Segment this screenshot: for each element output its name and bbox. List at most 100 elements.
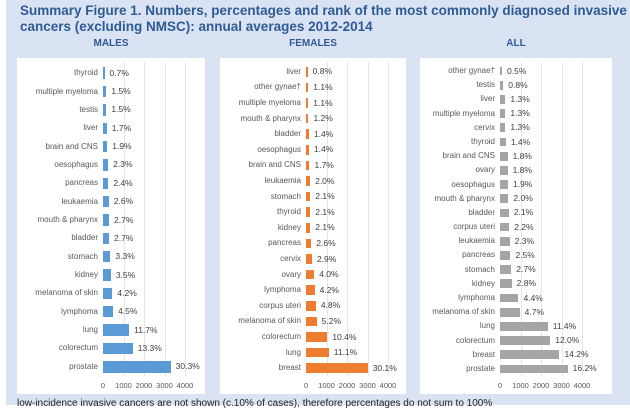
category-label: brain and CNS (248, 160, 301, 170)
category-label: liver (286, 66, 301, 76)
category-label: other gynae† (254, 82, 301, 92)
x-tick-label: 0 (497, 381, 503, 390)
category-label: lung (285, 347, 301, 357)
bar (500, 364, 568, 374)
category-label: oesophagus (54, 159, 98, 169)
category-label: lung (82, 325, 98, 335)
data-label: 0.5% (507, 65, 527, 76)
category-label: liver (83, 123, 98, 133)
data-label: 1.4% (313, 128, 334, 139)
category-label: mouth & pharynx (37, 215, 98, 224)
category-label: stomach (270, 191, 301, 201)
bar (306, 285, 315, 296)
category-label: oesophagus (257, 144, 301, 154)
category-label: multiple myeloma (432, 108, 495, 118)
bar (500, 251, 511, 260)
gridline (582, 62, 583, 376)
data-label: 0.7% (109, 67, 129, 78)
data-label: 1.8% (512, 150, 532, 161)
category-label: melanoma of skin (35, 288, 98, 298)
category-label: thyroid (276, 207, 301, 217)
data-label: 2.0% (315, 175, 335, 186)
data-label: 2.1% (315, 206, 335, 217)
bar (500, 336, 551, 345)
x-tick-label: 3000 (553, 381, 570, 390)
data-label: 1.8% (512, 164, 532, 175)
data-label: 5.2% (321, 315, 342, 326)
data-label: 2.8% (516, 278, 537, 289)
category-label: thyroid (470, 137, 495, 146)
gridline (347, 62, 348, 376)
data-label: 1.4% (313, 144, 334, 155)
data-label: 11.7% (134, 324, 158, 335)
bar (500, 180, 508, 189)
x-tick-label: 4000 (176, 381, 194, 390)
data-label: 1.4% (510, 136, 531, 147)
x-tick-label: 2000 (338, 381, 356, 390)
bar (500, 151, 508, 161)
category-label: brain and CNS (45, 141, 98, 151)
category-label: liver (480, 94, 495, 104)
bar (500, 80, 504, 90)
data-label: 2.3% (514, 235, 534, 246)
gridline (326, 62, 328, 376)
bar (306, 160, 310, 171)
data-label: 2.6% (316, 237, 336, 248)
data-label: 4.7% (524, 306, 545, 317)
bar (500, 123, 506, 133)
gridline (561, 62, 563, 376)
bar (500, 208, 509, 218)
category-label: mouth & pharynx (240, 113, 301, 123)
bar (306, 347, 329, 358)
figure-title: Summary Figure 1. Numbers, percentages a… (20, 3, 627, 34)
bar (103, 361, 171, 373)
bar (103, 324, 130, 336)
category-label: pancreas (268, 238, 301, 248)
data-label: 2.1% (315, 222, 335, 233)
data-label: 2.6% (113, 196, 134, 207)
category-label: oesophagus (451, 179, 495, 189)
bar (103, 85, 107, 98)
bar (306, 254, 312, 264)
bar (103, 177, 109, 189)
data-label: 1.9% (112, 141, 132, 152)
bar (500, 265, 512, 275)
category-label: bladder (71, 233, 98, 243)
bar (500, 350, 560, 360)
gridline (164, 62, 166, 376)
bar (103, 159, 109, 171)
data-label: 4.2% (319, 284, 339, 295)
x-tick-label: 0 (100, 381, 106, 390)
x-tick-label: 4000 (379, 381, 397, 390)
category-label: melanoma of skin (238, 316, 301, 326)
category-label: testis (79, 104, 98, 114)
x-tick-label: 1000 (115, 381, 132, 390)
data-label: 1.9% (512, 179, 533, 190)
bar (306, 316, 317, 327)
category-label: breast (472, 349, 495, 359)
bar (103, 306, 114, 318)
category-label: mouth & pharynx (434, 193, 495, 203)
gridline (388, 62, 389, 376)
females-chart: 0 1000 2000 3000 4000 liver 0.8% other gynae† 1.… (220, 58, 406, 394)
all-title: ALL (506, 38, 526, 49)
bar (103, 232, 110, 245)
bar (103, 140, 108, 153)
category-label: leukaemia (61, 196, 98, 206)
x-tick-label: 1000 (318, 381, 335, 390)
data-label: 2.7% (114, 232, 134, 243)
data-label: 1.3% (510, 93, 530, 104)
bar (306, 66, 308, 77)
bar (500, 95, 506, 104)
data-label: 1.7% (314, 159, 334, 170)
x-tick-label: 4000 (573, 381, 591, 390)
bar (500, 321, 548, 331)
x-tick-label: 0 (303, 381, 309, 390)
category-label: corpus uteri (259, 300, 301, 310)
category-label: corpus uteri (453, 222, 495, 232)
data-label: 2.1% (513, 207, 534, 218)
data-label: 12.0% (555, 335, 580, 346)
bar (306, 98, 309, 108)
data-label: 1.3% (510, 122, 530, 133)
category-label: kidney (277, 222, 301, 232)
